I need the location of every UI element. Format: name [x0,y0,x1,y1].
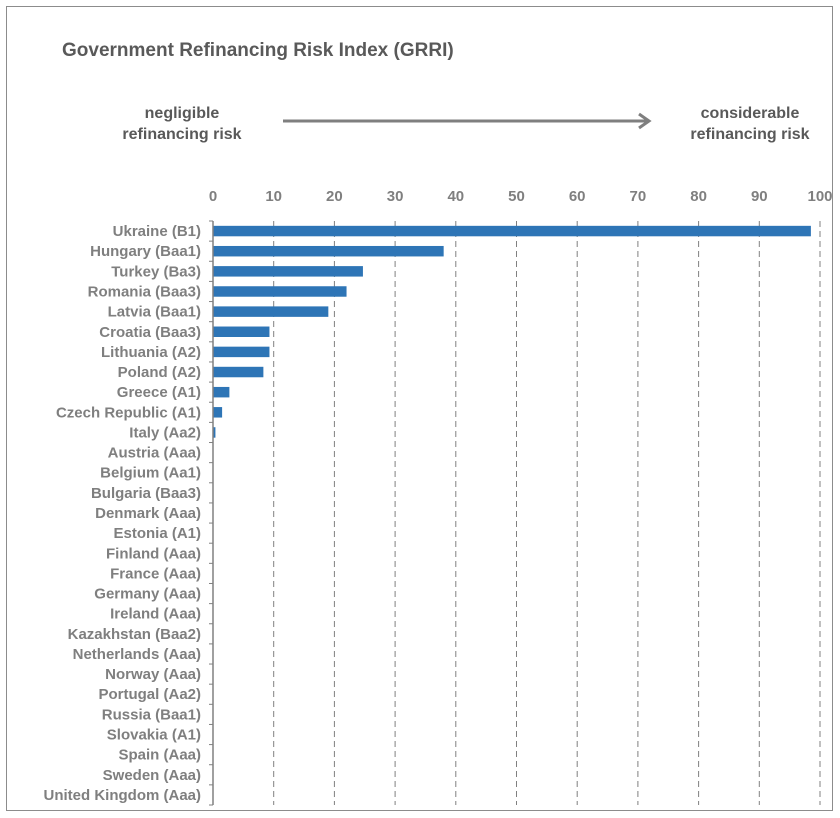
category-label: United Kingdom (Aaa) [44,787,202,804]
chart-frame [6,6,833,811]
category-label: Ukraine (B1) [113,223,201,240]
category-label: Germany (Aaa) [94,586,201,603]
category-label: Russia (Baa1) [102,706,201,723]
x-tick-label: 30 [387,188,404,205]
category-label: Slovakia (A1) [107,727,201,744]
annotation-considerable-text: considerable refinancing risk [690,105,810,143]
category-label: Netherlands (Aaa) [73,646,201,663]
x-tick-label: 10 [265,188,282,205]
bar [213,326,270,337]
category-label: Hungary (Baa1) [90,243,201,260]
category-label: Sweden (Aaa) [103,767,201,784]
x-tick-label: 20 [326,188,343,205]
bar [213,407,223,418]
chart-title: Government Refinancing Risk Index (GRRI) [62,40,454,61]
category-label: Austria (Aaa) [108,445,201,462]
bar [213,346,270,358]
bar [213,266,363,277]
x-tick-label: 50 [508,188,525,205]
x-tick-label: 80 [690,188,707,205]
category-label: Czech Republic (A1) [56,404,201,421]
x-tick-label: 100 [807,188,832,205]
category-label: Italy (Aa2) [129,424,201,441]
annotation-negligible-text: negligible refinancing risk [122,105,242,143]
bar [213,386,230,398]
category-label: Denmark (Aaa) [95,505,201,522]
category-label: Romania (Baa3) [88,283,201,300]
category-label: Latvia (Baa1) [108,304,201,321]
category-label: Norway (Aaa) [105,666,201,683]
category-label: Portugal (Aa2) [98,686,201,703]
category-label: Bulgaria (Baa3) [91,485,201,502]
risk-direction-arrow [283,112,652,130]
x-tick-label: 70 [630,188,647,205]
annotation-negligible-risk: negligible refinancing risk [82,103,282,145]
bar [213,286,347,297]
bar [213,225,811,237]
x-tick-label: 90 [751,188,768,205]
category-label: Turkey (Ba3) [111,263,201,280]
category-label: France (Aaa) [110,565,201,582]
category-label: Croatia (Baa3) [99,324,201,341]
bar [213,427,216,438]
x-tick-label: 60 [569,188,586,205]
category-label: Spain (Aaa) [118,747,201,764]
category-label: Greece (A1) [117,384,201,401]
category-label: Finland (Aaa) [106,545,201,562]
bar [213,245,444,257]
category-label: Lithuania (A2) [101,344,201,361]
annotation-considerable-risk: considerable refinancing risk [650,103,840,145]
category-label: Kazakhstan (Baa2) [68,626,201,643]
category-label: Poland (A2) [118,364,201,381]
x-tick-label: 40 [447,188,464,205]
category-label: Ireland (Aaa) [110,606,201,623]
category-label: Belgium (Aa1) [100,465,201,482]
category-label: Estonia (A1) [113,525,201,542]
bar-chart: 0 10 20 30 40 50 60 70 80 90 100 Ukraine (B1) Hungar… [44,188,833,806]
bar [213,306,329,317]
x-tick-label: 0 [209,188,217,205]
bar [213,366,264,378]
